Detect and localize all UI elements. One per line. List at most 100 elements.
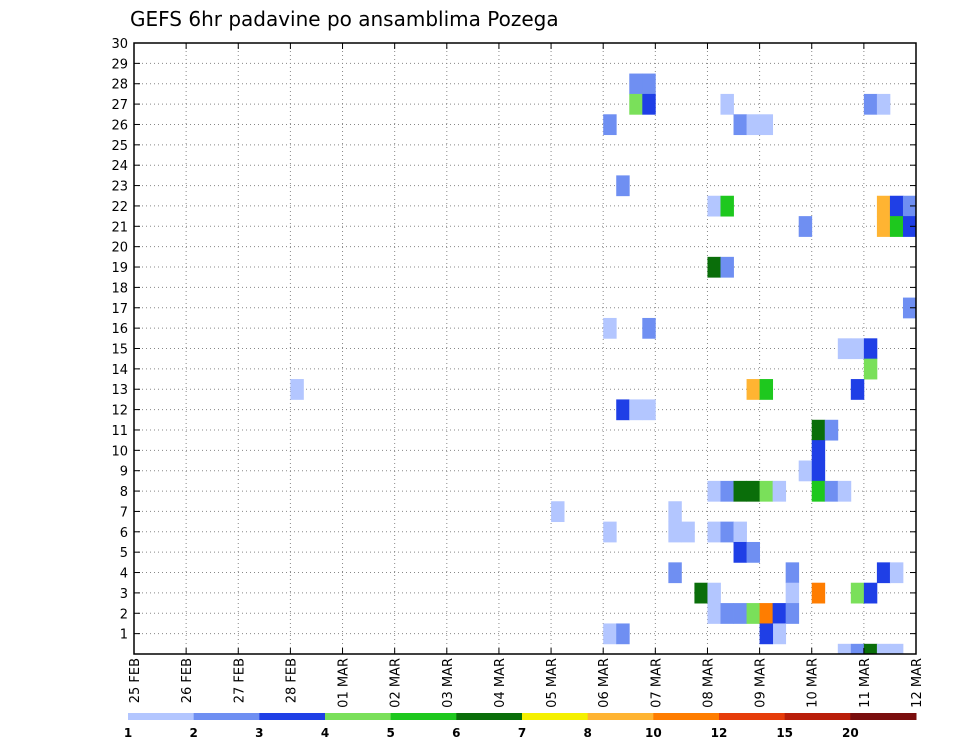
data-cell (863, 338, 878, 360)
data-cell (629, 399, 643, 421)
data-cell (811, 419, 826, 441)
data-cell (707, 521, 721, 543)
legend-swatch (259, 713, 326, 720)
data-cell (889, 216, 904, 237)
legend-swatch (719, 713, 786, 720)
data-cell (616, 399, 630, 421)
data-cell (668, 501, 682, 523)
y-tick-label: 21 (111, 220, 128, 235)
y-tick-label: 1 (120, 628, 128, 643)
y-tick-label: 30 (111, 37, 128, 52)
y-tick-label: 29 (111, 57, 128, 72)
legend-label: 20 (842, 726, 859, 740)
legend-label: 5 (386, 726, 394, 740)
data-cell (863, 93, 878, 115)
x-axis-ticks: 25 FEB 26 FEB 27 FEB 28 FEB 01 MAR 02 MAR 03 M… (128, 43, 925, 708)
data-cell (824, 480, 839, 502)
legend-swatch (325, 713, 392, 720)
data-cell (746, 114, 760, 136)
y-tick-label: 25 (111, 139, 128, 154)
data-cell (759, 623, 774, 645)
y-tick-label: 27 (111, 98, 128, 113)
data-cells (290, 73, 917, 655)
data-cell (772, 603, 787, 624)
legend-label: 1 (124, 726, 132, 740)
data-cell (642, 399, 656, 421)
data-cell (902, 297, 917, 319)
x-tick-label: 04 MAR (493, 658, 508, 708)
data-cell (811, 582, 826, 604)
data-cell (863, 358, 878, 380)
y-tick-label: 19 (111, 261, 128, 276)
data-cell (720, 93, 734, 115)
data-cell (707, 603, 721, 624)
legend-swatch (587, 713, 654, 720)
data-cell (616, 623, 630, 645)
legend-swatch (850, 713, 917, 720)
legend-swatch (128, 713, 195, 720)
data-cell (668, 562, 682, 584)
color-legend: 1 2 3 4 5 6 7 8 10 12 15 20 (124, 713, 917, 740)
legend-label: 8 (583, 726, 591, 740)
data-cell (889, 562, 904, 584)
data-cell (707, 480, 721, 502)
legend-label: 10 (645, 726, 662, 740)
data-cell (629, 93, 643, 115)
data-cell (850, 643, 865, 655)
y-axis-ticks: 1234567891011121314151617181920212223242… (111, 37, 916, 643)
data-cell (642, 73, 656, 95)
data-cell (746, 541, 760, 563)
data-cell (772, 623, 787, 645)
data-cell (837, 643, 852, 655)
data-cell (785, 603, 800, 624)
legend-swatch (456, 713, 523, 720)
legend-label: 7 (518, 726, 526, 740)
y-tick-label: 13 (111, 383, 128, 398)
data-cell (837, 338, 852, 360)
data-cell (772, 480, 787, 502)
x-tick-label: 28 FEB (284, 658, 299, 703)
data-cell (720, 521, 734, 543)
data-cell (759, 114, 774, 136)
data-cell (668, 521, 682, 543)
data-cell (850, 379, 865, 400)
y-tick-label: 6 (120, 526, 128, 541)
data-cell (616, 175, 630, 197)
x-tick-label: 09 MAR (754, 658, 769, 708)
y-tick-label: 5 (120, 546, 128, 561)
data-cell (863, 643, 878, 655)
y-tick-label: 22 (111, 200, 128, 215)
x-tick-label: 26 FEB (180, 658, 195, 703)
y-tick-label: 3 (120, 587, 128, 602)
data-cell (707, 256, 721, 278)
data-cell (811, 440, 826, 461)
y-tick-label: 2 (120, 607, 128, 622)
data-cell (733, 521, 747, 543)
y-tick-label: 17 (111, 302, 128, 317)
legend-label: 4 (321, 726, 329, 740)
x-tick-label: 06 MAR (597, 658, 612, 708)
legend-swatch (193, 713, 260, 720)
legend-label: 12 (711, 726, 728, 740)
y-tick-label: 16 (111, 322, 128, 337)
y-tick-label: 24 (111, 159, 128, 174)
y-tick-label: 20 (111, 241, 128, 256)
data-cell (850, 582, 865, 604)
legend-swatch (390, 713, 457, 720)
data-cell (863, 582, 878, 604)
x-tick-label: 10 MAR (806, 658, 821, 708)
data-cell (733, 603, 747, 624)
y-tick-label: 11 (111, 424, 128, 439)
data-cell (720, 195, 734, 217)
x-tick-label: 12 MAR (910, 658, 925, 708)
data-cell (811, 460, 826, 482)
y-tick-label: 8 (120, 485, 128, 500)
data-cell (798, 460, 813, 482)
x-tick-label: 07 MAR (649, 658, 664, 708)
y-tick-label: 10 (111, 444, 128, 459)
data-cell (759, 603, 774, 624)
data-cell (876, 216, 891, 237)
data-cell (733, 480, 747, 502)
data-cell (603, 521, 617, 543)
